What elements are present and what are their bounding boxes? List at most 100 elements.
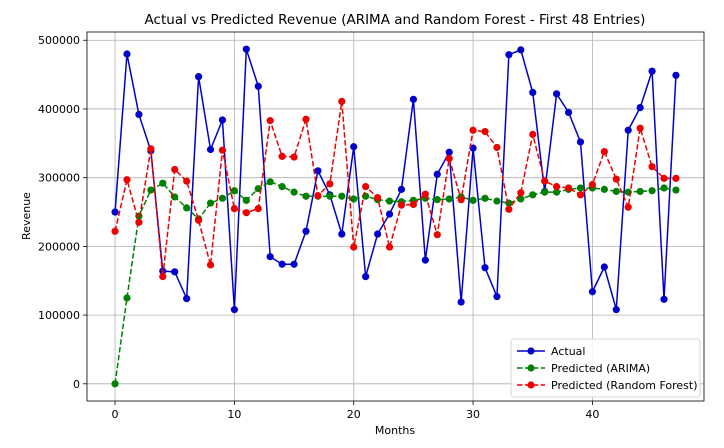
legend-label: Predicted (ARIMA) (551, 362, 650, 375)
data-point (350, 195, 358, 203)
y-tick-label: 500000 (38, 34, 80, 47)
data-point (421, 190, 429, 198)
y-tick-label: 100000 (38, 309, 80, 322)
legend-marker (527, 381, 535, 389)
data-point (242, 209, 250, 217)
data-point (576, 184, 585, 192)
data-point (433, 196, 441, 204)
data-point (529, 88, 537, 97)
data-point (314, 191, 322, 200)
data-point (493, 143, 501, 152)
data-point (564, 184, 573, 192)
data-point (636, 187, 644, 196)
data-point (636, 124, 644, 132)
data-point (159, 179, 167, 187)
data-point (206, 261, 215, 269)
data-point (409, 200, 417, 209)
data-point (505, 205, 513, 213)
x-axis-label: Months (375, 424, 415, 437)
data-point (493, 197, 501, 205)
data-point (278, 183, 286, 191)
x-tick-label: 10 (227, 408, 241, 421)
data-point (672, 71, 680, 79)
data-point (397, 201, 406, 209)
data-point (648, 67, 656, 75)
data-point (576, 191, 585, 199)
data-point (529, 191, 537, 199)
data-point (278, 152, 286, 160)
data-point (242, 45, 250, 53)
data-point (266, 253, 274, 261)
data-point (254, 205, 262, 213)
x-tick-label: 20 (347, 408, 361, 421)
data-point (517, 46, 525, 54)
series-2 (111, 97, 680, 281)
data-point (362, 273, 370, 281)
data-point (517, 195, 525, 203)
y-axis-label: Revenue (20, 192, 33, 240)
data-point (505, 199, 513, 207)
y-tick-label: 400000 (38, 103, 80, 116)
data-point (194, 216, 203, 224)
data-point (469, 196, 477, 204)
x-tick-label: 0 (112, 408, 119, 421)
data-point (445, 195, 453, 203)
data-point (481, 128, 489, 136)
data-point (660, 295, 668, 303)
legend-box (510, 338, 701, 398)
data-point (457, 196, 465, 204)
data-point (576, 138, 585, 146)
data-point (266, 178, 274, 186)
data-point (135, 218, 143, 226)
data-point (338, 97, 346, 105)
data-point (183, 177, 191, 185)
data-point (111, 380, 119, 388)
data-point (648, 187, 656, 195)
data-point (278, 260, 286, 268)
data-point (135, 110, 143, 119)
data-point (111, 208, 119, 216)
data-point (171, 165, 179, 174)
data-point (660, 174, 668, 182)
y-tick-label: 200000 (38, 240, 80, 253)
series-line (114, 100, 676, 278)
data-point (636, 103, 644, 112)
data-point (206, 145, 215, 154)
data-point (624, 203, 632, 211)
data-point (183, 295, 191, 303)
data-point (266, 117, 274, 125)
data-point (338, 192, 346, 200)
data-point (302, 227, 310, 235)
data-point (481, 194, 489, 202)
data-point (457, 298, 465, 306)
legend-marker (527, 347, 535, 355)
series-layer (111, 45, 680, 388)
data-point (624, 126, 632, 134)
data-point (290, 153, 298, 161)
data-point (123, 50, 131, 58)
data-point (541, 188, 549, 196)
data-point (505, 51, 513, 59)
data-point (218, 116, 227, 124)
data-point (612, 175, 620, 183)
data-point (397, 185, 406, 193)
data-point (171, 268, 179, 276)
data-point (648, 163, 656, 171)
data-point (326, 192, 334, 200)
data-point (421, 256, 429, 264)
data-point (564, 108, 573, 116)
data-point (147, 145, 155, 153)
data-point (588, 288, 597, 296)
chart-title: Actual vs Predicted Revenue (ARIMA and R… (145, 12, 646, 28)
data-point (350, 243, 358, 251)
data-point (385, 210, 394, 218)
data-point (242, 196, 250, 204)
data-point (529, 130, 537, 138)
data-point (302, 115, 310, 123)
data-point (600, 263, 608, 271)
axis-ticks: 0 10 20 30 40 0 100000 200000 300000 400000 500000 (38, 34, 599, 421)
legend-marker (527, 364, 535, 372)
data-point (362, 183, 370, 191)
data-point (290, 188, 298, 196)
x-tick-label: 30 (466, 408, 480, 421)
